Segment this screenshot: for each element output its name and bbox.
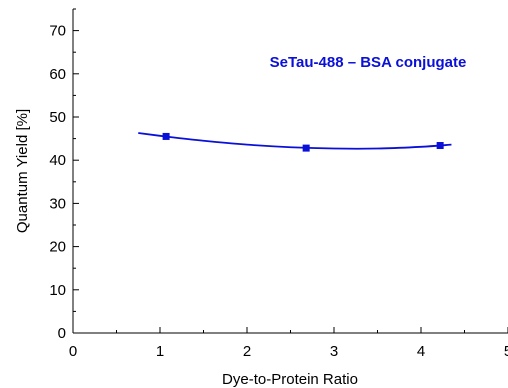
data-point: [162, 132, 170, 140]
y-axis-title: Quantum Yield [%]: [14, 109, 31, 233]
x-tick-label: 4: [417, 343, 425, 360]
chart-annotation: SeTau-488 – BSA conjugate: [270, 54, 467, 71]
fit-curve: [138, 132, 452, 150]
y-tick-label: 10: [49, 282, 66, 299]
x-ticks: 0 1 2 3 4 5: [69, 327, 508, 360]
y-tick-label: 70: [49, 23, 66, 40]
y-tick-label: 50: [49, 109, 66, 126]
x-tick-label: 3: [330, 343, 338, 360]
series-layer: [138, 132, 452, 152]
x-tick-label: 5: [504, 343, 508, 360]
y-tick-label: 60: [49, 66, 66, 83]
y-tick-label: 30: [49, 195, 66, 212]
y-tick-label: 40: [49, 152, 66, 169]
y-tick-label: 20: [49, 239, 66, 256]
x-tick-label: 0: [69, 343, 77, 360]
data-point: [302, 144, 310, 152]
x-axis-title: Dye-to-Protein Ratio: [222, 371, 358, 388]
x-tick-label: 2: [243, 343, 251, 360]
x-tick-label: 1: [156, 343, 164, 360]
y-tick-label: 0: [58, 325, 66, 342]
y-ticks: 0 10 20 30 40 50 60 70: [49, 8, 79, 342]
data-point: [436, 142, 444, 150]
